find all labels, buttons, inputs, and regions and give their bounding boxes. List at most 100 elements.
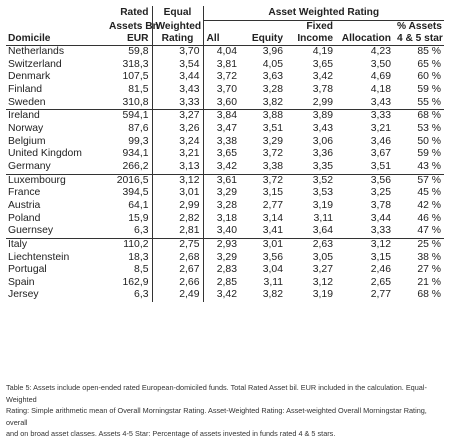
rated-assets-header-line1: Rated bbox=[120, 7, 149, 19]
equal-weighted-cell: 3,21 bbox=[151, 148, 203, 161]
all-cell: 2,83 bbox=[202, 264, 240, 277]
domicile-header: Domicile bbox=[6, 33, 106, 46]
all-cell: 3,81 bbox=[202, 58, 240, 72]
all-header: All bbox=[202, 33, 240, 46]
pct-assets-header-line2: 4 & 5 star bbox=[394, 33, 444, 46]
all-cell: 4,04 bbox=[202, 44, 240, 59]
equity-cell: 3,63 bbox=[262, 71, 283, 83]
rated-assets-cell: 6,3 bbox=[134, 225, 149, 237]
table-row: Switzerland 318,3 3,54 3,81 4,05 3,65 3,50 65 % bbox=[6, 58, 444, 72]
allocation-cell: 2,77 bbox=[370, 289, 391, 301]
fixed-income-cell: 2,99 bbox=[312, 96, 333, 108]
domicile-cell: France bbox=[8, 187, 41, 199]
rated-assets-header-line2: Assets Bn bbox=[109, 20, 159, 32]
rated-assets-cell: 99,3 bbox=[128, 135, 149, 147]
table-row: Guernsey 6,3 2,81 3,40 3,41 3,64 3,33 47 % bbox=[6, 225, 444, 239]
domicile-cell: Italy bbox=[6, 237, 106, 252]
equal-weighted-cell: 2,66 bbox=[151, 276, 203, 290]
domicile-cell: Liechtenstein bbox=[8, 251, 70, 263]
domicile-cell: Denmark bbox=[8, 71, 51, 83]
table-row: Belgium 99,3 3,24 3,38 3,29 3,06 3,46 50 % bbox=[6, 135, 444, 149]
pct-assets-cell: 38 % bbox=[417, 251, 441, 263]
allocation-cell: 2,46 bbox=[370, 264, 391, 276]
rated-assets-cell: 81,5 bbox=[128, 83, 149, 95]
equity-cell: 3,72 bbox=[262, 148, 283, 160]
all-cell: 3,65 bbox=[202, 148, 240, 161]
all-cell: 3,42 bbox=[202, 160, 240, 175]
fixed-income-header-line2: Income bbox=[286, 33, 336, 46]
fixed-income-cell: 3,27 bbox=[312, 264, 333, 276]
equity-header: Equity bbox=[240, 33, 286, 46]
rated-assets-cell: 2016,5 bbox=[106, 173, 152, 188]
allocation-cell: 3,21 bbox=[370, 122, 391, 134]
pct-assets-cell: 50 % bbox=[417, 135, 441, 147]
allocation-cell: 3,46 bbox=[370, 135, 391, 147]
equity-cell: 3,38 bbox=[262, 160, 283, 172]
equal-weighted-cell: 3,12 bbox=[151, 173, 203, 188]
allocation-cell: 3,12 bbox=[336, 237, 394, 252]
rated-assets-cell: 59,8 bbox=[106, 44, 152, 59]
equal-weighted-cell: 3,26 bbox=[151, 122, 203, 136]
asset-weighted-rating-header: Asset Weighted Rating bbox=[202, 6, 444, 21]
allocation-cell: 3,78 bbox=[370, 199, 391, 211]
equity-cell: 3,51 bbox=[262, 122, 283, 134]
equal-weighted-cell: 2,82 bbox=[151, 212, 203, 226]
domicile-cell: Sweden bbox=[8, 96, 46, 108]
equity-cell: 3,01 bbox=[240, 237, 286, 252]
domicile-cell: Norway bbox=[8, 122, 44, 134]
all-cell: 3,47 bbox=[202, 122, 240, 136]
equity-cell: 2,77 bbox=[262, 199, 283, 211]
all-cell: 3,38 bbox=[202, 135, 240, 149]
table-row: United Kingdom 934,1 3,21 3,65 3,72 3,36 3,67 5… bbox=[6, 148, 444, 161]
allocation-cell: 3,25 bbox=[370, 187, 391, 199]
table-row: Liechtenstein 18,3 2,68 3,29 3,56 3,05 3,15 38 … bbox=[6, 251, 444, 265]
fixed-income-cell: 3,78 bbox=[312, 83, 333, 95]
pct-assets-cell: 57 % bbox=[394, 173, 444, 188]
equal-weighted-cell: 3,27 bbox=[151, 109, 203, 123]
rated-assets-cell: 15,9 bbox=[128, 212, 149, 224]
pct-assets-cell: 21 % bbox=[417, 276, 441, 288]
all-cell: 3,72 bbox=[202, 71, 240, 84]
fixed-income-cell: 3,43 bbox=[312, 122, 333, 134]
equity-cell: 3,11 bbox=[263, 276, 283, 288]
all-cell: 3,18 bbox=[202, 212, 240, 226]
rated-assets-cell: 18,3 bbox=[128, 251, 149, 263]
allocation-cell: 3,51 bbox=[370, 160, 391, 172]
table-body: Netherlands 59,8 3,70 4,04 3,96 4,19 4,23 85 % S… bbox=[6, 44, 444, 303]
all-cell: 3,29 bbox=[202, 187, 240, 200]
fixed-income-cell: 3,52 bbox=[286, 173, 336, 188]
allocation-cell: 3,33 bbox=[370, 225, 391, 237]
rated-assets-cell: 110,2 bbox=[106, 237, 152, 252]
rated-assets-cell: 394,5 bbox=[122, 187, 149, 199]
rated-assets-cell: 87,6 bbox=[128, 122, 149, 134]
rated-assets-cell: 107,5 bbox=[122, 71, 149, 83]
equity-cell: 3,28 bbox=[262, 83, 283, 95]
fixed-income-cell: 3,64 bbox=[312, 225, 333, 237]
table-row: Norway 87,6 3,26 3,47 3,51 3,43 3,21 53 % bbox=[6, 122, 444, 136]
fixed-income-cell: 3,05 bbox=[312, 251, 333, 263]
allocation-cell: 3,67 bbox=[370, 148, 391, 160]
domicile-cell: Luxembourg bbox=[6, 173, 106, 188]
equal-weighted-cell: 3,33 bbox=[151, 96, 203, 110]
table-row: Germany 266,2 3,13 3,42 3,38 3,35 3,51 43 % bbox=[6, 160, 444, 175]
pct-assets-cell: 65 % bbox=[417, 58, 441, 70]
table-row: Ireland 594,1 3,27 3,84 3,88 3,89 3,33 68 % bbox=[6, 109, 444, 123]
pct-assets-cell: 43 % bbox=[417, 160, 441, 172]
allocation-cell: 3,44 bbox=[370, 212, 391, 224]
equal-weighted-cell: 2,99 bbox=[151, 199, 203, 213]
equity-cell: 3,82 bbox=[262, 96, 283, 108]
allocation-header: Allocation bbox=[336, 33, 394, 46]
equity-cell: 3,88 bbox=[240, 109, 286, 123]
pct-assets-cell: 68 % bbox=[417, 289, 441, 301]
table-row: France 394,5 3,01 3,29 3,15 3,53 3,25 45 % bbox=[6, 187, 444, 200]
allocation-cell: 4,18 bbox=[370, 83, 391, 95]
caption-line: Rating: Simple arithmetic mean of Overal… bbox=[6, 406, 427, 427]
all-cell: 3,84 bbox=[202, 109, 240, 123]
equity-cell: 3,82 bbox=[262, 289, 283, 301]
fixed-income-cell: 3,65 bbox=[312, 58, 333, 70]
rated-assets-cell: 594,1 bbox=[106, 109, 152, 123]
allocation-cell: 2,65 bbox=[370, 276, 391, 288]
domicile-cell: Switzerland bbox=[8, 58, 62, 70]
table-row: Italy 110,2 2,75 2,93 3,01 2,63 3,12 25 % bbox=[6, 237, 444, 252]
equal-weighted-cell: 2,49 bbox=[151, 289, 203, 303]
